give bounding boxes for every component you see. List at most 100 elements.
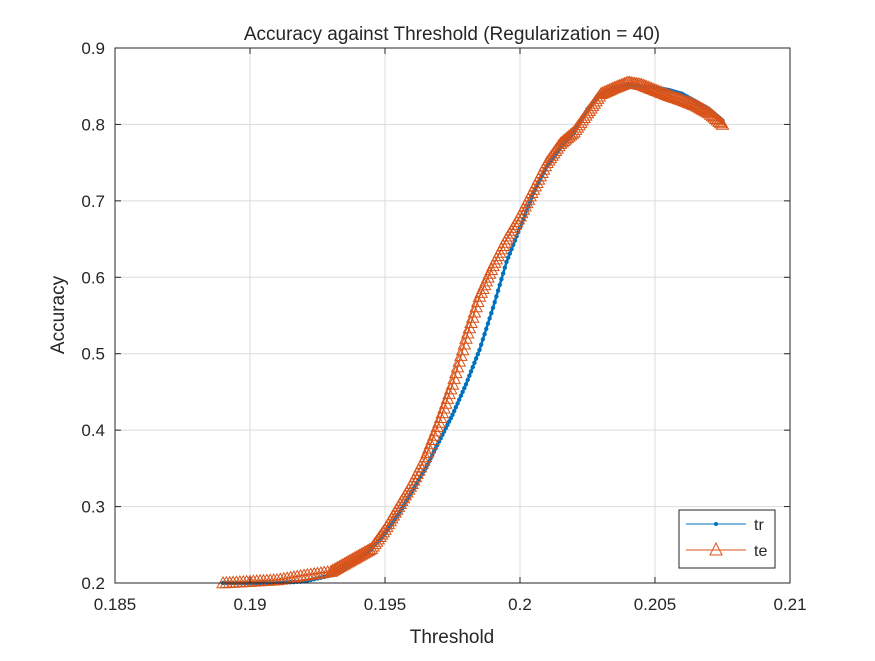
data-point-tr bbox=[462, 385, 467, 391]
data-point-tr bbox=[494, 294, 499, 299]
data-point-te bbox=[562, 129, 576, 142]
legend: tr te bbox=[678, 509, 776, 569]
data-point-tr bbox=[450, 412, 455, 418]
data-point-tr bbox=[482, 331, 487, 337]
y-tick-label: 0.5 bbox=[81, 345, 105, 364]
data-point-te bbox=[609, 80, 624, 93]
data-point-tr bbox=[485, 321, 491, 326]
data-point-te bbox=[693, 101, 708, 114]
data-point-te bbox=[715, 117, 730, 130]
data-point-te bbox=[698, 104, 713, 117]
data-point-te bbox=[695, 102, 710, 115]
data-point-tr bbox=[472, 360, 477, 365]
data-point-te bbox=[357, 545, 372, 558]
data-point-tr bbox=[477, 347, 482, 353]
data-point-te bbox=[697, 103, 711, 116]
data-point-te bbox=[708, 111, 723, 124]
series-te bbox=[216, 75, 730, 589]
data-point-tr bbox=[484, 326, 489, 332]
data-point-tr bbox=[505, 255, 511, 260]
x-tick-label: 0.21 bbox=[773, 595, 806, 614]
data-point-te bbox=[565, 126, 580, 139]
data-point-te bbox=[425, 432, 440, 445]
x-tick-label: 0.2 bbox=[508, 595, 532, 614]
data-point-te bbox=[427, 428, 441, 441]
data-point-te bbox=[700, 104, 715, 118]
data-point-te bbox=[442, 386, 456, 400]
data-point-tr bbox=[478, 342, 484, 347]
data-point-te bbox=[612, 78, 627, 92]
plot-area bbox=[115, 48, 790, 583]
data-point-tr bbox=[465, 377, 470, 383]
data-point-tr bbox=[499, 277, 504, 282]
data-point-tr bbox=[463, 382, 469, 387]
legend-label-tr: tr bbox=[754, 517, 764, 534]
data-point-tr bbox=[509, 246, 514, 252]
data-point-te bbox=[423, 436, 438, 450]
data-point-te bbox=[420, 445, 435, 458]
series-layer bbox=[216, 75, 730, 589]
data-point-te bbox=[707, 110, 721, 123]
y-axis-label: Accuracy bbox=[48, 275, 69, 354]
data-point-tr bbox=[500, 271, 506, 276]
data-point-te bbox=[702, 105, 716, 119]
data-point-tr bbox=[489, 310, 494, 316]
data-point-tr bbox=[433, 446, 438, 451]
data-point-tr bbox=[468, 369, 474, 374]
data-point-te bbox=[440, 391, 455, 404]
data-point-tr bbox=[448, 416, 454, 421]
legend-box bbox=[678, 509, 776, 569]
y-tick-label: 0.4 bbox=[81, 421, 105, 440]
data-point-tr bbox=[504, 259, 509, 265]
data-point-tr bbox=[507, 251, 513, 256]
data-point-te bbox=[361, 543, 375, 556]
data-point-tr bbox=[495, 288, 501, 293]
x-axis-label: Threshold bbox=[410, 627, 495, 648]
data-point-te bbox=[437, 401, 451, 414]
data-point-te bbox=[688, 98, 703, 111]
y-tick-label: 0.9 bbox=[81, 39, 105, 58]
data-point-te bbox=[690, 99, 705, 112]
data-point-tr bbox=[467, 373, 472, 378]
x-tick-label: 0.195 bbox=[364, 595, 407, 614]
data-point-tr bbox=[497, 282, 502, 288]
data-point-tr bbox=[470, 364, 475, 370]
x-tick-label: 0.205 bbox=[634, 595, 677, 614]
data-point-tr bbox=[475, 351, 481, 357]
x-tick-label: 0.185 bbox=[94, 595, 137, 614]
legend-marker-tr bbox=[714, 522, 718, 526]
y-tick-label: 0.7 bbox=[81, 192, 105, 211]
y-tick-label: 0.2 bbox=[81, 574, 105, 593]
data-point-te bbox=[712, 114, 726, 127]
data-point-tr bbox=[490, 305, 496, 311]
data-point-te bbox=[692, 100, 706, 113]
data-point-tr bbox=[453, 405, 459, 410]
chart-title: Accuracy against Threshold (Regularizati… bbox=[244, 24, 660, 45]
data-point-tr bbox=[446, 419, 452, 424]
data-point-te bbox=[710, 113, 725, 126]
data-point-te bbox=[418, 449, 433, 463]
data-point-tr bbox=[487, 316, 492, 321]
data-point-te bbox=[435, 405, 450, 419]
y-tick-label: 0.8 bbox=[81, 115, 105, 134]
data-point-te bbox=[703, 107, 718, 120]
y-tick-label: 0.6 bbox=[81, 268, 105, 287]
ticks bbox=[114, 47, 791, 584]
data-point-tr bbox=[473, 356, 479, 361]
data-point-te bbox=[713, 115, 728, 129]
legend-marker-te bbox=[709, 541, 723, 556]
x-tick-label: 0.19 bbox=[233, 595, 266, 614]
data-point-te bbox=[432, 415, 446, 428]
y-tick-label: 0.3 bbox=[81, 498, 105, 517]
data-point-te bbox=[422, 441, 436, 454]
tick-labels: 0.185 0.19 0.195 0.2 0.205 0.21 0.2 0.3 0.4 0.5 0.… bbox=[81, 39, 806, 614]
data-point-te bbox=[428, 424, 443, 437]
data-point-tr bbox=[502, 265, 508, 270]
data-point-tr bbox=[460, 389, 465, 395]
data-point-te bbox=[430, 419, 445, 433]
data-point-te bbox=[438, 396, 453, 409]
data-point-tr bbox=[445, 422, 450, 428]
data-point-te bbox=[607, 80, 622, 94]
